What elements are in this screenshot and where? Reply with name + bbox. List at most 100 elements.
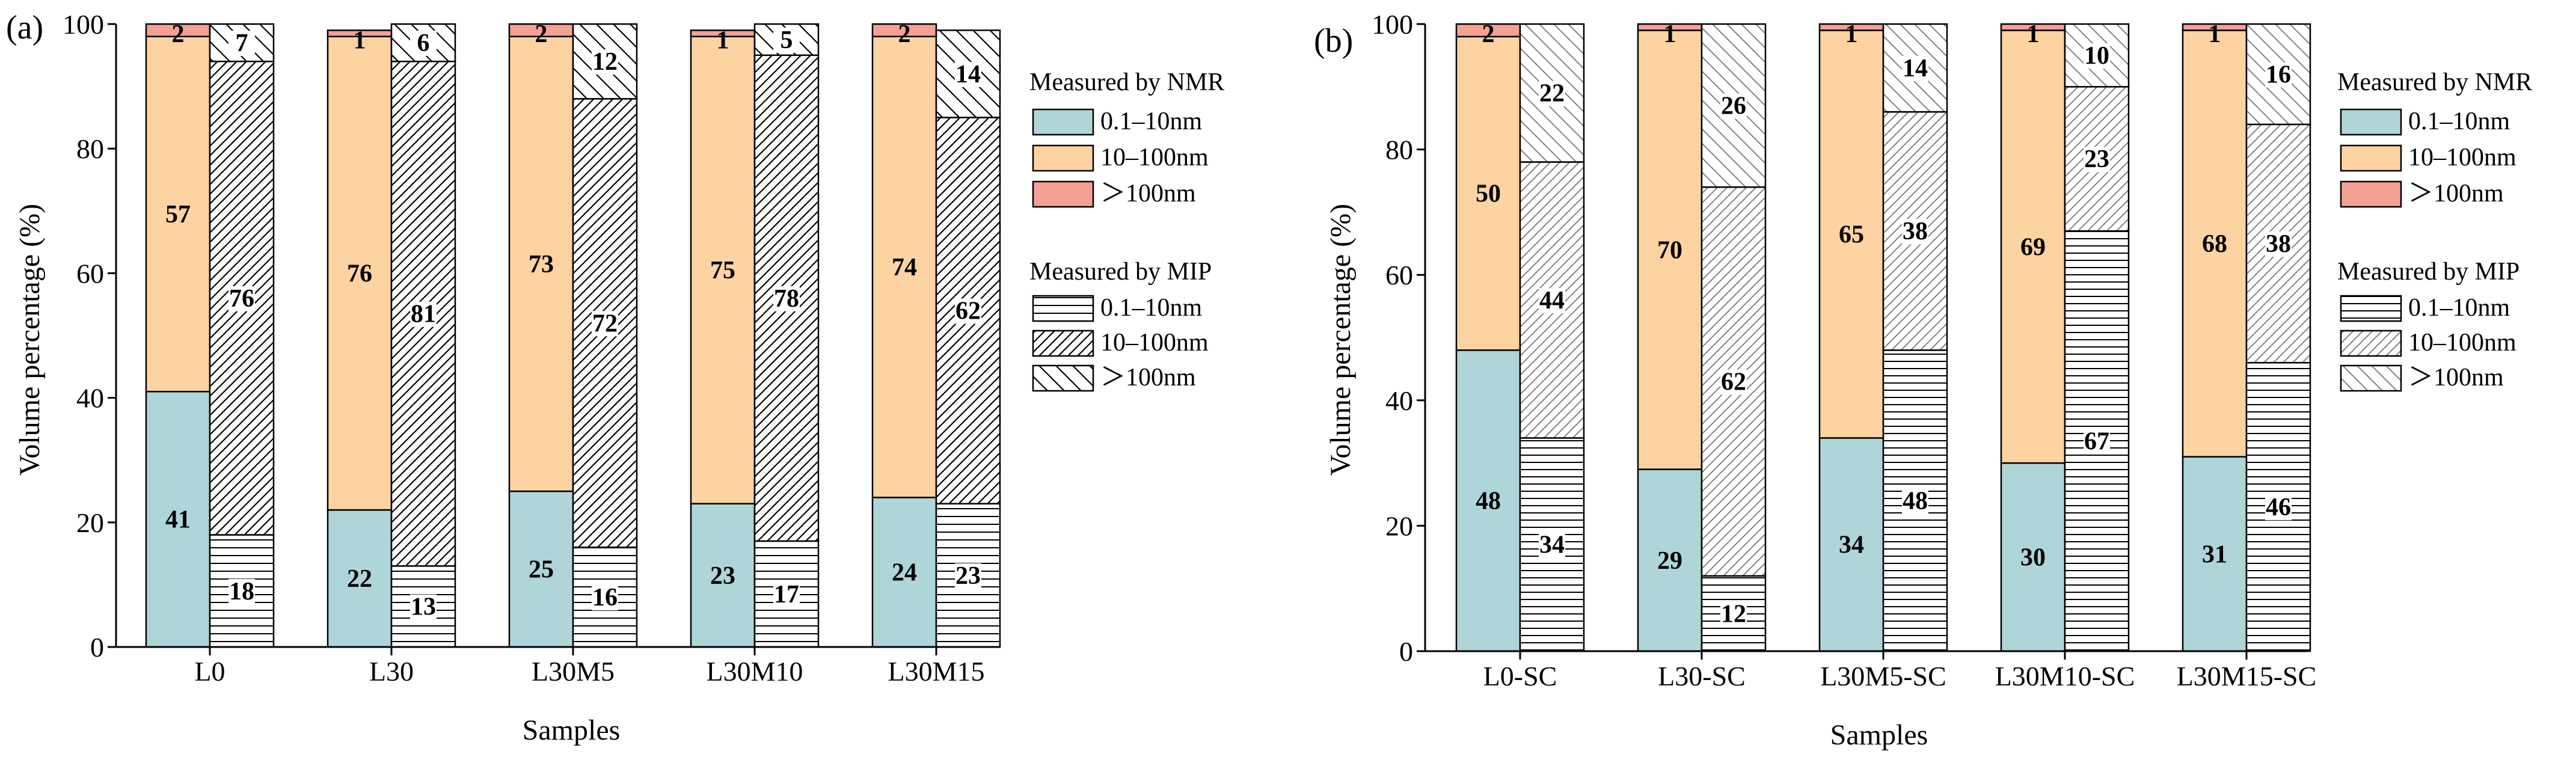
bar-segment-nmr <box>327 35 393 511</box>
bar-value-label: 75 <box>710 257 735 284</box>
bar-label-bg <box>1902 219 1928 245</box>
legend-mip-title: Measured by MIP <box>1029 258 1212 286</box>
y-axis-title: Volume percentage (%) <box>1325 204 1357 476</box>
bar-segment-nmr <box>1637 29 1703 470</box>
bar-label-bg <box>228 31 255 57</box>
bar-value-label: 2 <box>535 20 548 48</box>
y-tick-label: 0 <box>90 632 104 663</box>
x-category-label: L0 <box>194 656 225 687</box>
bar-value-label: 38 <box>2266 230 2291 258</box>
bars: 4157218767227611381625732167212237511778… <box>145 20 1001 648</box>
bar-label-bg <box>955 298 981 324</box>
bar-value-label: 26 <box>1721 93 1746 120</box>
x-category-label: L30-SC <box>1658 661 1746 691</box>
bar-label-bg <box>1720 93 1747 119</box>
y-tick-label: 60 <box>1385 260 1413 290</box>
bar-value-label: 34 <box>1539 532 1565 559</box>
bar-value-label: 22 <box>347 565 372 593</box>
legend-label-mip-large: ＞100nm <box>1100 364 1196 391</box>
bar-value-label: 13 <box>411 593 436 621</box>
x-category-label: L30M15-SC <box>2177 661 2317 691</box>
legend-swatch-mip-small <box>2340 295 2402 322</box>
bar-value-label: 18 <box>229 578 254 605</box>
legend-nmr-title: Measured by NMR <box>1029 69 1224 96</box>
y-axis-title: Volume percentage (%) <box>14 204 46 476</box>
x-axis-title: Samples <box>523 714 621 746</box>
bar-value-label: 30 <box>2020 544 2046 572</box>
bar-value-label: 46 <box>2266 494 2291 521</box>
y-tick-label: 20 <box>1385 510 1413 541</box>
bar-segment-nmr <box>2000 462 2066 652</box>
bar-value-label: 23 <box>2084 146 2109 173</box>
bar-label-bg <box>410 301 437 327</box>
bar-label-bg <box>1720 601 1747 627</box>
bar-value-label: 6 <box>417 29 430 57</box>
bar-label-bg <box>1902 56 1928 82</box>
x-category-labels: L0-SC L30-SC L30M5-SC L30M10-SC L30M15-SC <box>1483 651 2317 691</box>
bar-label-bg <box>2265 62 2292 88</box>
legend-swatch-nmr-small <box>1032 108 1094 136</box>
bar-value-label: 62 <box>1721 369 1746 396</box>
legend-label-nmr-small: 0.1–10nm <box>1100 108 1203 135</box>
y-tick-label: 80 <box>76 133 104 164</box>
bar-value-label: 1 <box>2027 20 2040 48</box>
bar-label-bg <box>592 585 618 611</box>
bar-value-label: 78 <box>774 285 799 313</box>
bar-value-label: 2 <box>898 20 911 48</box>
bar-value-label: 2 <box>1482 20 1495 48</box>
bar-value-label: 12 <box>1721 600 1746 628</box>
bar-value-label: 25 <box>529 556 554 584</box>
legend-swatch-nmr-mid <box>2340 144 2402 172</box>
bar-segment-nmr <box>2000 29 2066 464</box>
bar-value-label: 12 <box>592 48 618 76</box>
bar-value-label: 41 <box>165 506 191 534</box>
bar-segment-nmr <box>1455 349 1521 652</box>
bar-value-label: 22 <box>1539 80 1565 108</box>
bar-value-label: 73 <box>529 251 554 278</box>
bar-value-label: 1 <box>1845 20 1858 48</box>
legend: Measured by NMR 0.1–10nm 10–100nm ＞100nm… <box>1029 69 1224 392</box>
legend: Measured by NMR 0.1–10nm 10–100nm ＞100nm… <box>2337 69 2532 392</box>
bar-label-bg <box>228 286 255 311</box>
legend-swatch-mip-large <box>1032 364 1094 392</box>
bar-segment-nmr <box>1637 468 1703 652</box>
bar-value-label: 14 <box>1903 55 1928 82</box>
bar-segment-mip <box>572 23 638 100</box>
bar-value-label: 57 <box>165 201 191 228</box>
bar-value-label: 76 <box>347 260 372 287</box>
legend-label-mip-mid: 10–100nm <box>2408 329 2516 357</box>
bar-label-bg <box>410 594 437 620</box>
bar-label-bg <box>955 563 981 589</box>
panel-label: (a) <box>6 9 43 46</box>
y-tick-label: 100 <box>1372 9 1413 40</box>
legend-swatch-mip-mid <box>2340 329 2402 357</box>
bar-label-bg <box>773 286 800 311</box>
legend-swatch-nmr-small <box>2340 108 2402 136</box>
bar-segment-nmr <box>327 509 393 648</box>
bar-label-bg <box>2265 495 2292 521</box>
legend-swatch-nmr-large <box>1032 180 1094 208</box>
bar-label-bg <box>773 27 800 53</box>
bar-value-label: 81 <box>411 301 436 328</box>
bar-value-label: 24 <box>892 559 917 587</box>
x-category-label: L30M10 <box>707 656 803 687</box>
legend-label-mip-small: 0.1–10nm <box>2408 294 2510 322</box>
bar-value-label: 7 <box>236 29 248 57</box>
bar-value-label: 1 <box>2209 20 2221 48</box>
legend-label-nmr-mid: 10–100nm <box>1100 144 1209 171</box>
bar-label-bg <box>2084 43 2110 69</box>
legend-label-nmr-small: 0.1–10nm <box>2408 108 2510 135</box>
bar-label-bg <box>410 31 437 57</box>
bar-value-label: 17 <box>774 581 799 608</box>
legend-swatch-mip-large <box>2340 364 2402 392</box>
bar-value-label: 10 <box>2084 42 2109 70</box>
bar-value-label: 34 <box>1839 532 1864 559</box>
x-category-label: L30M10-SC <box>1995 661 2135 691</box>
panel-b: (b) Volume percentage (%) Samples 0 20 40 6… <box>1314 9 2532 751</box>
bar-label-bg <box>1720 369 1747 395</box>
bar-value-label: 68 <box>2202 230 2227 258</box>
x-category-label: L30M5-SC <box>1820 661 1946 691</box>
x-axis-title: Samples <box>1830 719 1928 751</box>
bar-value-label: 14 <box>955 61 981 88</box>
bar-value-label: 29 <box>1657 547 1682 575</box>
